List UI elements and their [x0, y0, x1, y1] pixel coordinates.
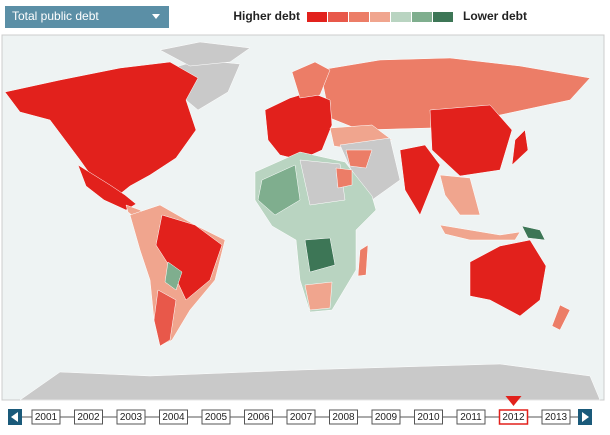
year-button[interactable] — [456, 409, 486, 425]
year-label: 2008 — [332, 412, 355, 423]
scandinavia — [291, 61, 331, 99]
legend-swatch — [328, 12, 348, 22]
year-button[interactable] — [329, 409, 358, 425]
year-button[interactable] — [116, 409, 146, 425]
year-button[interactable] — [414, 409, 443, 425]
year-button[interactable] — [159, 409, 188, 425]
legend-swatch — [433, 12, 453, 22]
year-label: 2004 — [162, 412, 185, 423]
year-label: 2013 — [545, 412, 568, 423]
japan — [511, 129, 529, 166]
year-label: 2012 — [502, 412, 525, 423]
india — [399, 144, 441, 216]
iran — [345, 149, 373, 169]
egypt — [335, 167, 353, 189]
year-label: 2011 — [460, 412, 482, 423]
dropdown-label: Total public debt — [12, 9, 99, 23]
year-label: 2009 — [375, 412, 398, 423]
paraguay — [164, 261, 183, 291]
papua — [521, 225, 546, 241]
new-zealand — [551, 304, 571, 331]
central-africa — [304, 237, 336, 273]
argentina — [153, 289, 177, 347]
next-arrow — [582, 412, 589, 422]
south-africa — [304, 281, 333, 311]
year-button[interactable] — [286, 409, 316, 425]
year-label: 2005 — [205, 412, 228, 423]
year-button[interactable] — [74, 409, 103, 425]
arctic-islands — [159, 41, 251, 67]
year-label: 2007 — [290, 412, 313, 423]
legend-high: Higher debt — [233, 9, 300, 23]
legend-low: Lower debt — [463, 9, 527, 23]
southeast-asia — [439, 174, 481, 216]
legend-swatch — [307, 12, 327, 22]
china — [429, 104, 513, 177]
legend-swatch — [349, 12, 369, 22]
brazil — [155, 214, 223, 301]
russia — [319, 57, 591, 131]
year-label: 2001 — [35, 412, 58, 423]
prev-arrow — [11, 412, 18, 422]
antarctica — [19, 363, 601, 401]
year-button[interactable] — [371, 409, 401, 425]
legend-swatch — [412, 12, 432, 22]
year-label: 2003 — [120, 412, 143, 423]
year-button[interactable] — [244, 409, 273, 425]
dropdown-arrow — [152, 14, 160, 19]
year-label: 2010 — [417, 412, 440, 423]
madagascar — [357, 244, 369, 277]
indonesia — [439, 224, 521, 241]
legend-swatch — [370, 12, 390, 22]
year-label: 2006 — [247, 412, 270, 423]
year-button[interactable] — [31, 409, 61, 425]
selected-marker — [505, 396, 522, 406]
dropdown[interactable] — [5, 6, 169, 28]
north-africa — [299, 159, 346, 206]
world-map — [4, 41, 601, 401]
north-america — [4, 61, 199, 199]
year-button[interactable] — [498, 409, 529, 425]
west-africa — [257, 164, 301, 216]
legend-swatch — [391, 12, 411, 22]
australia — [469, 239, 547, 317]
year-button[interactable] — [201, 409, 231, 425]
year-label: 2002 — [77, 412, 100, 423]
year-button[interactable] — [541, 409, 571, 425]
